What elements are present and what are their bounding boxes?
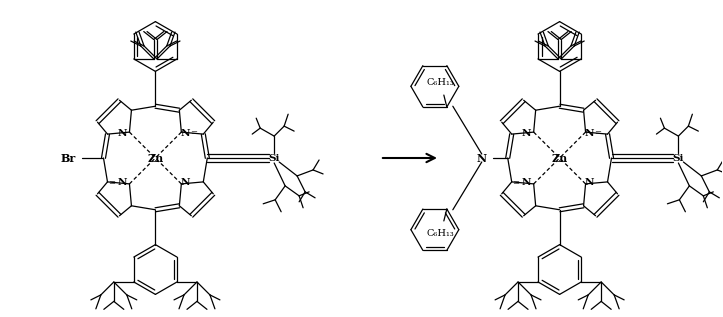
- Text: Zn: Zn: [147, 152, 163, 164]
- Text: N: N: [585, 129, 594, 138]
- Text: C₆H₁₃: C₆H₁₃: [427, 78, 455, 87]
- Text: N: N: [522, 129, 531, 138]
- Text: Si: Si: [268, 153, 280, 163]
- Text: Zn: Zn: [552, 152, 568, 164]
- Text: N: N: [181, 178, 190, 187]
- Text: =: =: [108, 179, 115, 187]
- Text: N: N: [118, 178, 127, 187]
- Text: N: N: [476, 152, 487, 164]
- Text: N: N: [585, 178, 594, 187]
- Text: =: =: [190, 129, 197, 137]
- Text: N: N: [181, 129, 190, 138]
- Text: =: =: [594, 129, 601, 137]
- Text: N: N: [118, 129, 127, 138]
- Text: Si: Si: [672, 153, 684, 163]
- Text: Br: Br: [60, 152, 75, 164]
- Text: =: =: [512, 179, 519, 187]
- Text: N: N: [522, 178, 531, 187]
- Text: C₆H₁₃: C₆H₁₃: [427, 229, 455, 238]
